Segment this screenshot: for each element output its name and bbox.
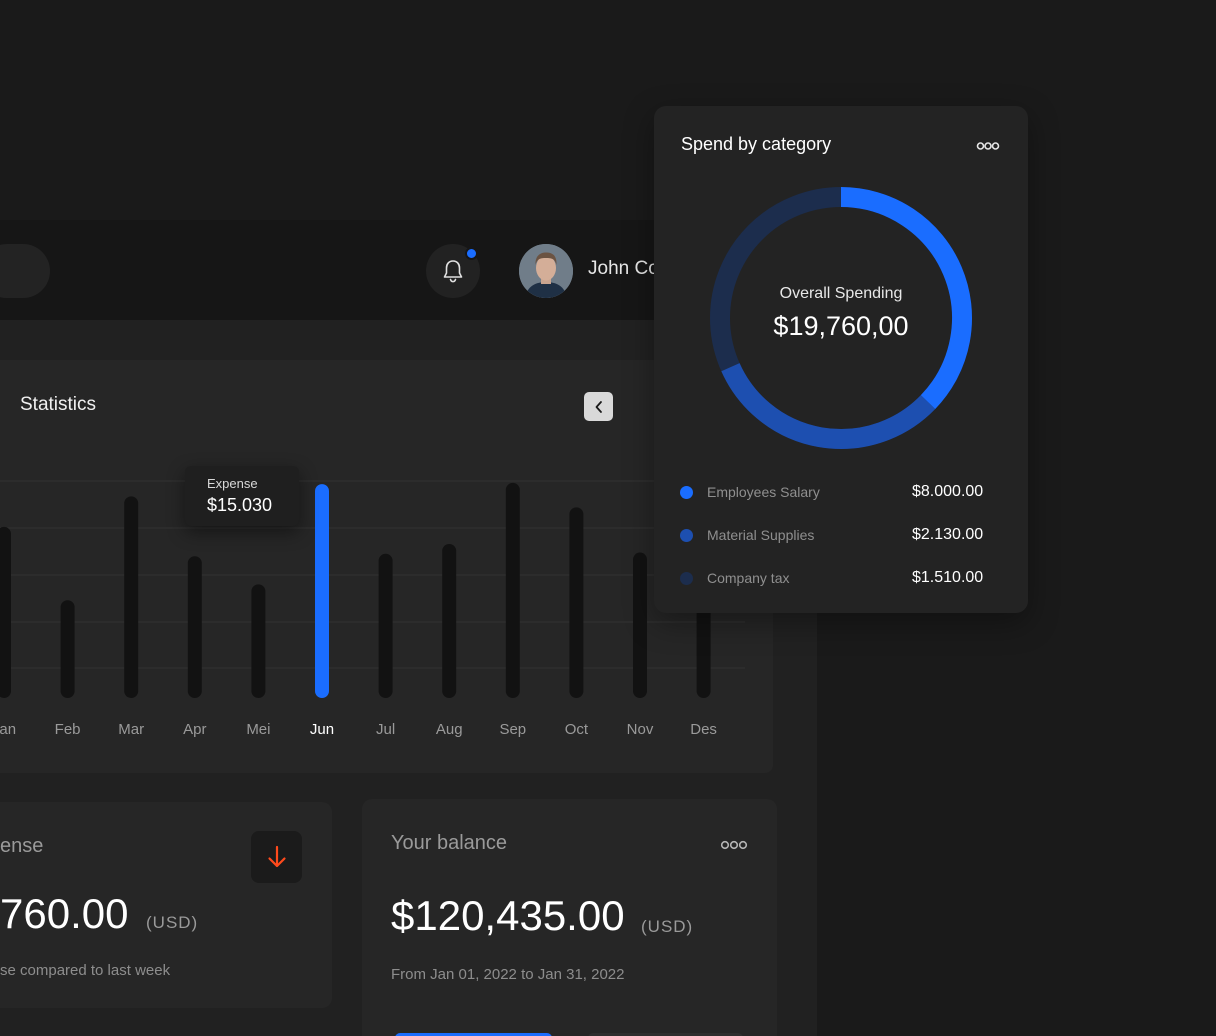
legend-dot bbox=[680, 572, 693, 585]
avatar[interactable] bbox=[519, 244, 573, 298]
x-tick-label: Jul bbox=[376, 721, 395, 738]
search-input[interactable] bbox=[0, 244, 50, 298]
legend-label: Material Supplies bbox=[707, 527, 815, 543]
balance-date-range: From Jan 01, 2022 to Jan 31, 2022 bbox=[391, 966, 625, 983]
bar-jul[interactable] bbox=[378, 553, 393, 698]
category-more-button[interactable] bbox=[976, 139, 1000, 157]
expense-note: se compared to last week bbox=[0, 962, 171, 979]
legend-label: Company tax bbox=[707, 570, 790, 586]
spend-by-category-card: Spend by category Overall Spending $19,7… bbox=[654, 106, 1028, 613]
x-tick-label: Mar bbox=[118, 721, 144, 738]
user-name[interactable]: John Co bbox=[588, 258, 659, 279]
bar-aug[interactable] bbox=[442, 544, 457, 698]
x-tick-label: Des bbox=[690, 721, 717, 738]
category-card-title: Spend by category bbox=[681, 134, 832, 154]
spending-donut-chart bbox=[710, 187, 972, 449]
primary-action-button[interactable] bbox=[395, 1033, 552, 1036]
bar-apr[interactable] bbox=[187, 556, 202, 698]
x-tick-label: Sep bbox=[499, 721, 526, 738]
bar-oct[interactable] bbox=[569, 507, 584, 698]
x-tick-label: Oct bbox=[565, 721, 589, 738]
legend-value: $1.510.00 bbox=[912, 569, 984, 586]
tooltip-label: Expense bbox=[207, 476, 258, 491]
expense-trend-button[interactable] bbox=[251, 831, 302, 883]
x-tick-label: Mei bbox=[246, 721, 270, 738]
bar-feb[interactable] bbox=[60, 600, 75, 698]
x-tick-label: Apr bbox=[183, 721, 206, 738]
donut-center-label: Overall Spending bbox=[779, 285, 903, 302]
tooltip-value: $15.030 bbox=[207, 495, 273, 515]
bar-mar[interactable] bbox=[124, 496, 139, 698]
chevron-left-icon bbox=[595, 400, 602, 413]
legend-dot bbox=[680, 529, 693, 542]
secondary-action-button[interactable] bbox=[588, 1033, 743, 1036]
more-horizontal-icon bbox=[720, 840, 748, 850]
donut-center-value: $19,760,00 bbox=[773, 311, 909, 341]
user-photo bbox=[519, 244, 573, 298]
chart-tooltip: Expense $15.030 bbox=[185, 466, 299, 526]
legend-item-company-tax[interactable]: Company tax $1.510.00 bbox=[680, 567, 1010, 591]
notification-button[interactable] bbox=[426, 244, 480, 298]
bar-sep[interactable] bbox=[505, 482, 520, 698]
previous-period-button[interactable] bbox=[584, 392, 613, 421]
notification-dot bbox=[465, 247, 478, 260]
x-tick-label: Aug bbox=[436, 721, 463, 738]
balance-card bbox=[362, 799, 777, 1036]
legend-label: Employees Salary bbox=[707, 484, 820, 500]
more-horizontal-icon bbox=[976, 142, 1000, 150]
legend-item-material-supplies[interactable]: Material Supplies $2.130.00 bbox=[680, 524, 1010, 548]
x-tick-label: Jun bbox=[310, 721, 334, 738]
expense-currency: (USD) bbox=[146, 913, 199, 932]
expense-amount: 760.00 bbox=[0, 890, 129, 937]
donut-segment-employees-salary[interactable] bbox=[840, 187, 972, 409]
x-tick-label: Feb bbox=[55, 721, 81, 738]
expense-title: ense bbox=[0, 835, 44, 857]
balance-more-button[interactable] bbox=[720, 838, 748, 856]
x-tick-label: Nov bbox=[627, 721, 654, 738]
legend-value: $2.130.00 bbox=[912, 526, 984, 543]
bar-jan[interactable] bbox=[0, 526, 11, 698]
donut-segment-material-supplies[interactable] bbox=[721, 363, 936, 449]
bar-mei[interactable] bbox=[251, 584, 266, 698]
x-tick-label: Jan bbox=[0, 721, 16, 738]
legend-value: $8.000.00 bbox=[912, 483, 984, 500]
arrow-down-icon bbox=[267, 845, 286, 868]
bar-jun[interactable] bbox=[315, 484, 329, 698]
balance-amount: $120,435.00 bbox=[391, 892, 625, 939]
statistics-title: Statistics bbox=[20, 394, 97, 415]
balance-title: Your balance bbox=[391, 832, 508, 854]
legend-item-employees-salary[interactable]: Employees Salary $8.000.00 bbox=[680, 481, 1010, 505]
bar-nov[interactable] bbox=[633, 552, 647, 698]
balance-currency: (USD) bbox=[641, 917, 694, 936]
legend-dot bbox=[680, 486, 693, 499]
bell-icon bbox=[443, 260, 463, 283]
